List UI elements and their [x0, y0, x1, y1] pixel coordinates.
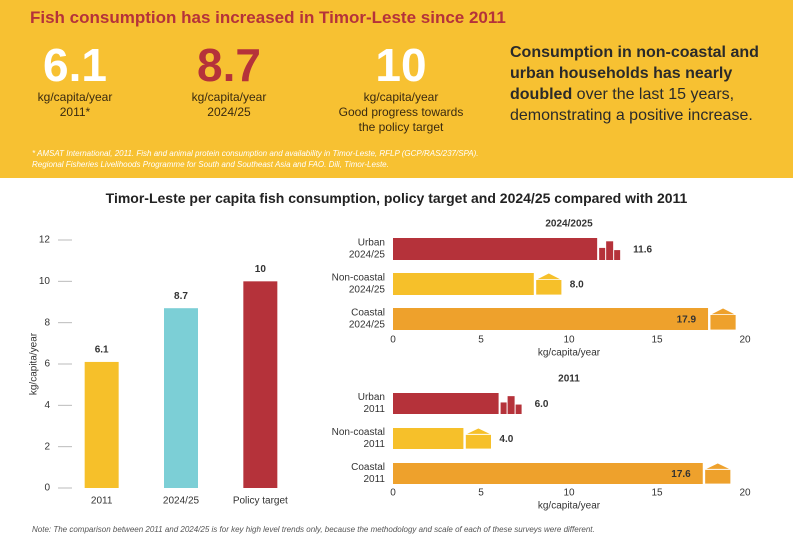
x-tick-label: 10 [563, 335, 575, 346]
icon [535, 272, 562, 280]
category-label: 2024/25 [349, 285, 386, 296]
stat-caption: Good progress towards the policy target [338, 105, 464, 134]
highlight: Consumption in non-coastal and urban hou… [510, 42, 772, 126]
value-label: 17.9 [677, 315, 697, 326]
stat-unit: kg/capita/year [37, 90, 113, 104]
stat: 6.1 kg/capita/year 2011* [0, 40, 150, 120]
x-tick-label: 5 [478, 335, 484, 346]
category-label: 2011 [363, 439, 385, 450]
stat: 10 kg/capita/year Good progress towards … [326, 40, 476, 135]
icon [704, 468, 732, 485]
value-label: 17.6 [671, 469, 691, 480]
icon [535, 279, 563, 296]
icon [709, 307, 737, 315]
y-tick-label: 8 [44, 317, 50, 328]
y-axis-label: kg/capita/year [29, 332, 40, 395]
value-label: 11.6 [633, 245, 652, 256]
icon [464, 433, 492, 450]
x-axis-label: kg/capita/year [538, 501, 601, 512]
category-label: 2024/25 [349, 320, 386, 331]
category-label: Coastal [351, 308, 385, 319]
bar [393, 428, 464, 449]
icon [614, 250, 621, 260]
header-title: Fish consumption has increased in Timor-… [30, 8, 506, 27]
highlight-bold: Consumption in non-coastal and urban hou… [510, 44, 759, 103]
bar [393, 273, 534, 295]
x-tick-label: 10 [563, 488, 575, 499]
source: Regional Fisheries Livelihoods Programme… [32, 160, 389, 169]
section-title: Timor-Leste per capita fish consumption,… [105, 190, 688, 206]
value-label: 4.0 [499, 434, 513, 445]
stat-unit: kg/capita/year [363, 90, 439, 104]
icon [704, 462, 731, 470]
value-label: 8.7 [174, 291, 188, 302]
category-label: Urban [358, 392, 385, 403]
icon [500, 402, 507, 414]
x-tick-label: 15 [651, 488, 663, 499]
icon [599, 247, 606, 260]
x-tick-label: 20 [739, 488, 751, 499]
source: * AMSAT International, 2011. Fish and an… [32, 149, 479, 158]
x-tick-label: 20 [739, 335, 751, 346]
value-label: 6.1 [95, 345, 109, 356]
category-label: Coastal [351, 462, 385, 473]
y-tick-label: 0 [44, 483, 50, 494]
x-tick-label: 5 [478, 488, 484, 499]
value-label: 10 [255, 264, 267, 275]
icon [515, 404, 522, 414]
bar [243, 281, 278, 488]
y-tick-label: 2 [44, 441, 50, 452]
x-axis-label: kg/capita/year [538, 348, 601, 359]
value-label: 6.0 [535, 399, 549, 410]
value-label: 8.0 [570, 280, 584, 291]
category-label: 2011 [363, 404, 385, 415]
icon [606, 241, 614, 260]
category-label: Non-coastal [332, 427, 385, 438]
category-label: Urban [358, 238, 385, 249]
icon [507, 396, 515, 414]
category-label: 2024/25 [349, 250, 386, 261]
bar [84, 361, 119, 488]
y-tick-label: 10 [39, 276, 51, 287]
x-tick-label: 0 [390, 488, 396, 499]
bar [164, 308, 198, 488]
stat-unit: kg/capita/year [191, 90, 267, 104]
stat-value: 6.1 [43, 39, 107, 91]
bar [393, 238, 598, 260]
x-tick-label: 2024/25 [163, 496, 200, 507]
icon [465, 427, 492, 435]
bar [393, 463, 703, 484]
x-tick-label: 0 [390, 335, 396, 346]
bar [393, 308, 709, 330]
x-tick-label: 2011 [91, 496, 113, 507]
header: Fish consumption has increased in Timor-… [0, 0, 793, 178]
stat: 8.7 kg/capita/year 2024/25 [154, 40, 304, 120]
category-label: Non-coastal [332, 273, 385, 284]
chart-title: 2024/2025 [545, 219, 593, 230]
stat-caption: 2011* [59, 105, 91, 119]
icon [709, 314, 737, 331]
stat-value: 10 [375, 39, 427, 91]
x-tick-label: 15 [651, 335, 663, 346]
highlight-text: over the last 15 years, demonstrating a … [510, 86, 753, 124]
stat-value: 8.7 [197, 39, 261, 91]
note: Note: The comparison between 2011 and 20… [32, 525, 595, 534]
chart-title: 2011 [558, 374, 580, 385]
bar [393, 393, 499, 414]
x-tick-label: Policy target [233, 496, 288, 507]
y-tick-label: 6 [44, 359, 50, 370]
sources: * AMSAT International, 2011. Fish and an… [32, 148, 479, 170]
y-tick-label: 4 [44, 400, 50, 411]
stat-caption: 2024/25 [207, 105, 251, 119]
y-tick-label: 12 [39, 235, 51, 246]
category-label: 2011 [363, 474, 385, 485]
